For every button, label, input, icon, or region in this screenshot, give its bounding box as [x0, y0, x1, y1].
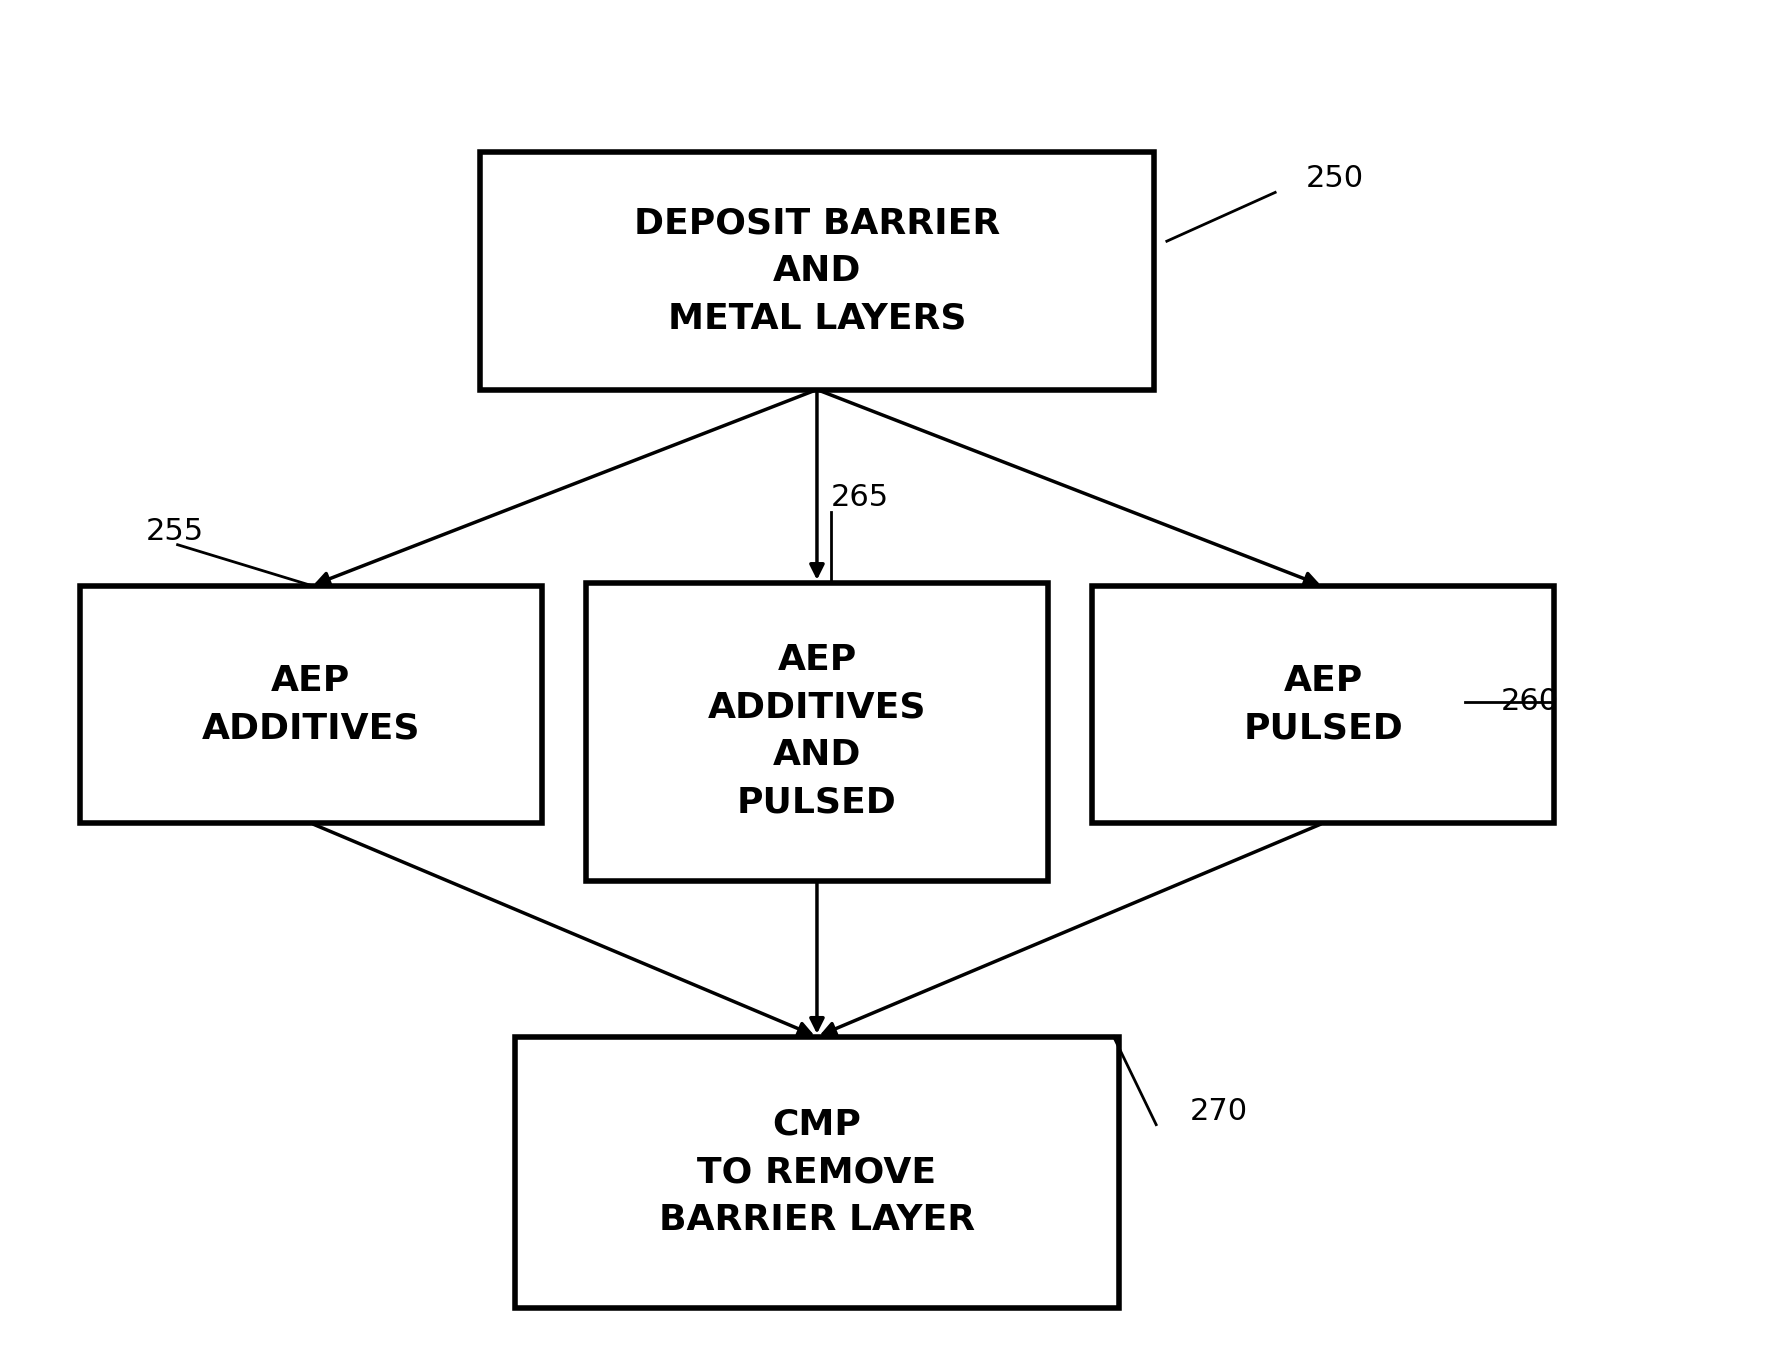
- Text: 265: 265: [831, 482, 890, 512]
- Text: AEP
ADDITIVES
AND
PULSED: AEP ADDITIVES AND PULSED: [707, 644, 927, 820]
- Text: AEP
ADDITIVES: AEP ADDITIVES: [201, 664, 421, 745]
- FancyBboxPatch shape: [515, 1037, 1119, 1308]
- Text: 260: 260: [1501, 687, 1559, 717]
- Text: AEP
PULSED: AEP PULSED: [1243, 664, 1403, 745]
- FancyBboxPatch shape: [586, 583, 1048, 881]
- Text: DEPOSIT BARRIER
AND
METAL LAYERS: DEPOSIT BARRIER AND METAL LAYERS: [634, 206, 1000, 336]
- FancyBboxPatch shape: [1092, 587, 1554, 824]
- Text: 270: 270: [1190, 1096, 1249, 1126]
- FancyBboxPatch shape: [80, 587, 542, 824]
- FancyBboxPatch shape: [480, 153, 1154, 390]
- Text: 255: 255: [146, 516, 204, 546]
- Text: 250: 250: [1305, 164, 1364, 194]
- Text: CMP
TO REMOVE
BARRIER LAYER: CMP TO REMOVE BARRIER LAYER: [659, 1107, 975, 1237]
